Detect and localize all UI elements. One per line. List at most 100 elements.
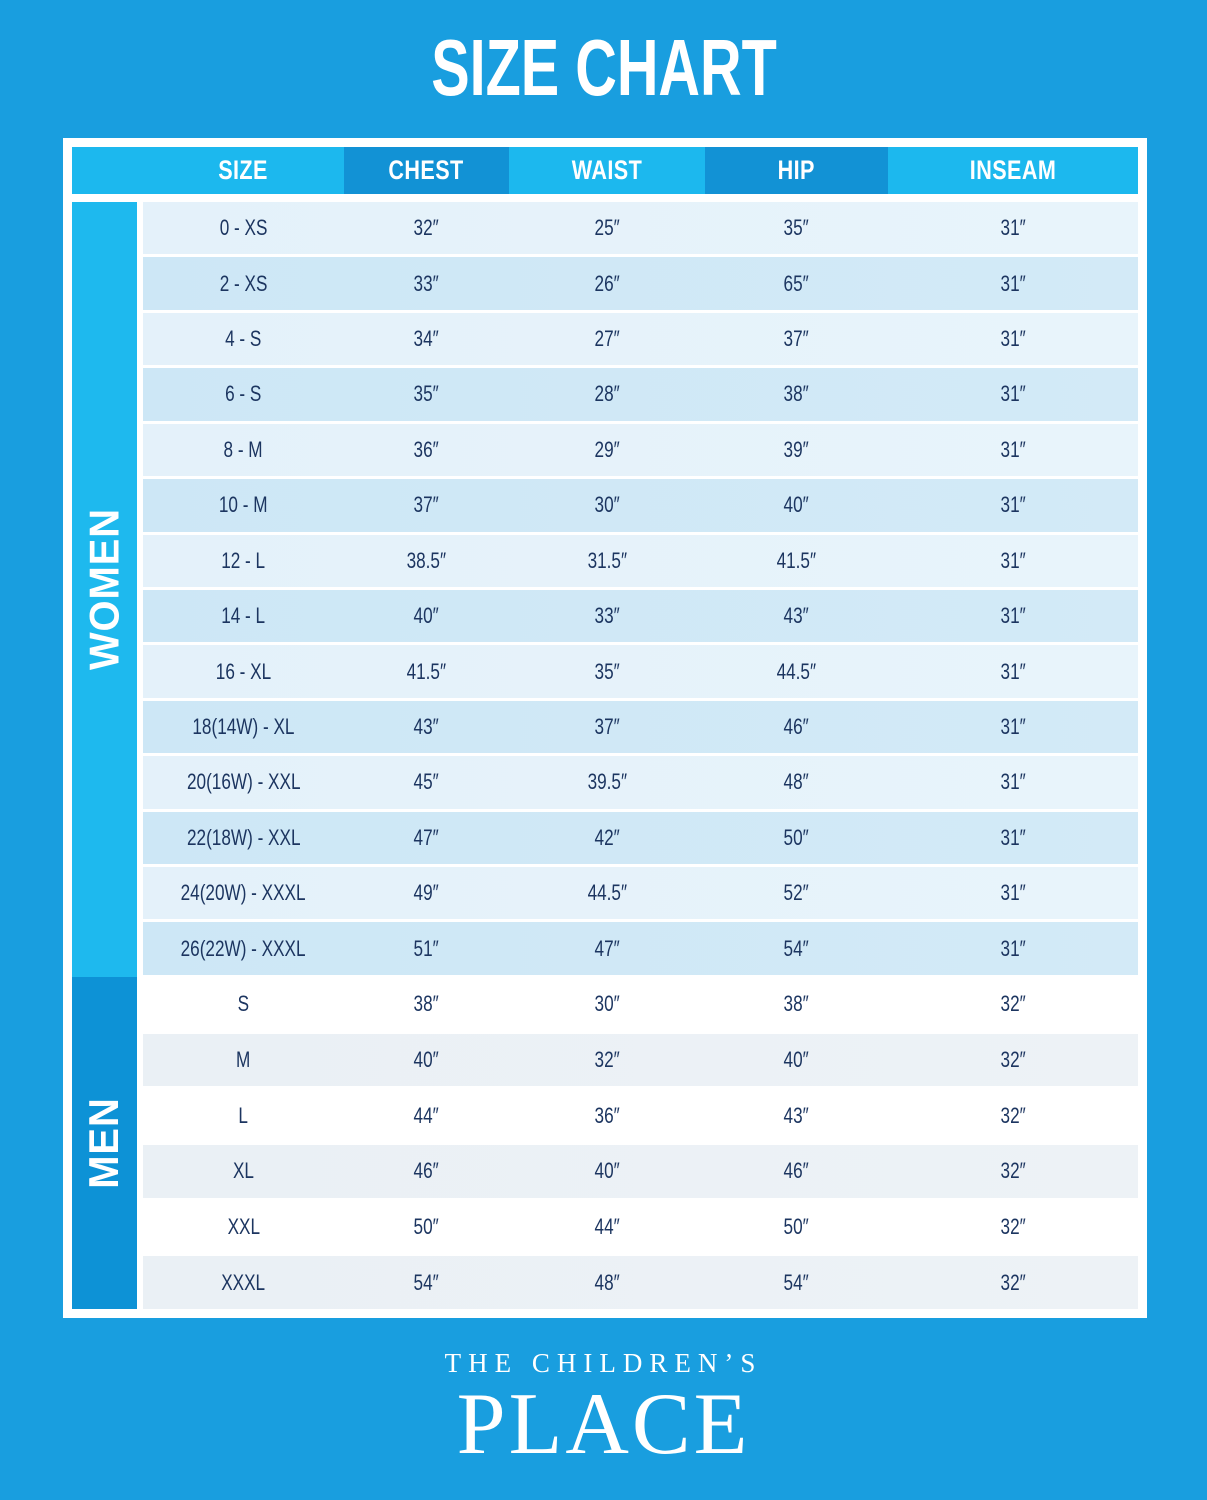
hip-cell: 44.5″: [705, 645, 888, 697]
inseam-value: 31″: [1000, 714, 1026, 739]
chest-cell: 35″: [344, 368, 509, 420]
chest-value: 43″: [413, 714, 440, 739]
header-label-chest: CHEST: [388, 155, 465, 185]
hip-value: 46″: [783, 714, 810, 739]
waist-cell: 36″: [509, 1089, 705, 1142]
chest-cell: 32″: [344, 202, 509, 254]
hip-value: 46″: [783, 1158, 810, 1184]
hip-cell: 54″: [705, 922, 888, 974]
inseam-value: 31″: [1000, 769, 1026, 795]
hip-value: 54″: [783, 935, 810, 961]
hip-cell: 48″: [705, 756, 888, 808]
chest-value: 50″: [413, 1213, 440, 1239]
waist-value: 27″: [594, 326, 620, 352]
waist-value: 32″: [594, 1046, 620, 1072]
waist-cell: 33″: [509, 590, 705, 642]
chest-value: 46″: [413, 1158, 440, 1184]
page-header: SIZE CHART: [0, 0, 1207, 116]
hip-cell: 50″: [705, 1201, 888, 1254]
chest-cell: 34″: [344, 313, 509, 365]
chest-value: 33″: [413, 270, 440, 296]
chest-cell: 49″: [344, 867, 509, 919]
chest-value: 49″: [413, 880, 440, 906]
inseam-cell: 31″: [888, 645, 1138, 697]
hip-cell: 38″: [705, 978, 888, 1031]
waist-value: 44.5″: [587, 880, 627, 906]
hip-value: 50″: [783, 824, 810, 850]
hip-cell: 52″: [705, 867, 888, 919]
size-cell: 22(18W) - XXL: [143, 812, 344, 864]
size-cell: 2 - XS: [143, 257, 344, 309]
table-row: M 40″ 32″ 40″ 32″: [143, 1033, 1138, 1087]
size-cell: 24(20W) - XXXL: [143, 867, 344, 919]
size-cell: M: [143, 1034, 344, 1087]
size-value: S: [237, 991, 250, 1017]
inseam-value: 31″: [1000, 326, 1026, 352]
hip-value: 38″: [783, 991, 810, 1017]
table-row: 24(20W) - XXXL 49″ 44.5″ 52″ 31″: [143, 867, 1138, 920]
header-cell-inseam: INSEAM: [888, 147, 1138, 194]
header-label-inseam: INSEAM: [969, 155, 1057, 185]
header-cell-waist: WAIST: [509, 147, 705, 194]
inseam-cell: 32″: [888, 1089, 1138, 1142]
table-row: 8 - M 36″ 29″ 39″ 31″: [143, 423, 1138, 477]
inseam-value: 32″: [1000, 1158, 1026, 1184]
chest-cell: 38″: [344, 978, 509, 1031]
chest-value: 41.5″: [406, 658, 447, 684]
hip-cell: 43″: [705, 1089, 888, 1142]
size-value: 16 - XL: [215, 658, 272, 684]
inseam-cell: 31″: [888, 479, 1138, 531]
table-row: 10 - M 37″ 30″ 40″ 31″: [143, 479, 1138, 532]
size-value: 6 - S: [225, 381, 262, 407]
waist-cell: 26″: [509, 257, 705, 309]
section-label-women: WOMEN: [72, 202, 137, 977]
hip-value: 50″: [783, 1213, 810, 1239]
inseam-cell: 31″: [888, 202, 1138, 254]
waist-value: 40″: [594, 1158, 620, 1184]
inseam-cell: 31″: [888, 756, 1138, 808]
hip-value: 43″: [783, 603, 810, 629]
chest-cell: 44″: [344, 1089, 509, 1142]
chest-cell: 33″: [344, 257, 509, 309]
chest-value: 44″: [413, 1102, 440, 1128]
size-value: XXL: [227, 1213, 260, 1239]
hip-cell: 50″: [705, 812, 888, 864]
size-value: 26(22W) - XXXL: [181, 935, 306, 961]
inseam-cell: 32″: [888, 1145, 1138, 1198]
inseam-cell: 31″: [888, 701, 1138, 753]
inseam-cell: 31″: [888, 812, 1138, 864]
inseam-value: 31″: [1000, 547, 1026, 573]
chest-cell: 38.5″: [344, 535, 509, 587]
inseam-value: 31″: [1000, 436, 1026, 462]
waist-cell: 29″: [509, 424, 705, 476]
hip-value: 44.5″: [776, 658, 817, 684]
table-row: 2 - XS 33″ 26″ 65″ 31″: [143, 257, 1138, 310]
inseam-cell: 32″: [888, 1256, 1138, 1309]
inseam-value: 31″: [1000, 215, 1026, 241]
inseam-cell: 32″: [888, 978, 1138, 1031]
waist-cell: 48″: [509, 1256, 705, 1309]
hip-value: 40″: [783, 1046, 810, 1072]
waist-cell: 40″: [509, 1145, 705, 1198]
chest-value: 40″: [413, 1046, 440, 1072]
table-row: 20(16W) - XXL 45″ 39.5″ 48″ 31″: [143, 756, 1138, 809]
size-value: XL: [232, 1158, 254, 1184]
inseam-cell: 31″: [888, 535, 1138, 587]
inseam-value: 31″: [1000, 603, 1026, 629]
size-value: 4 - S: [225, 326, 262, 352]
size-cell: XL: [143, 1145, 344, 1198]
hip-cell: 38″: [705, 368, 888, 420]
hip-cell: 46″: [705, 701, 888, 753]
waist-value: 29″: [594, 436, 620, 462]
size-cell: 26(22W) - XXXL: [143, 922, 344, 974]
table-row: 14 - L 40″ 33″ 43″ 31″: [143, 589, 1138, 643]
chest-cell: 43″: [344, 701, 509, 753]
size-value: XXXL: [221, 1269, 266, 1295]
hip-value: 39″: [783, 436, 810, 462]
size-value: 14 - L: [221, 603, 266, 629]
women-rows: 0 - XS 32″ 25″ 35″ 31″ 2 - XS 33″ 26″ 65…: [143, 202, 1138, 975]
header-cell-hip: HIP: [705, 147, 888, 194]
waist-value: 37″: [594, 714, 620, 739]
size-value: 8 - M: [223, 436, 264, 462]
table-row: 16 - XL 41.5″ 35″ 44.5″ 31″: [143, 645, 1138, 698]
